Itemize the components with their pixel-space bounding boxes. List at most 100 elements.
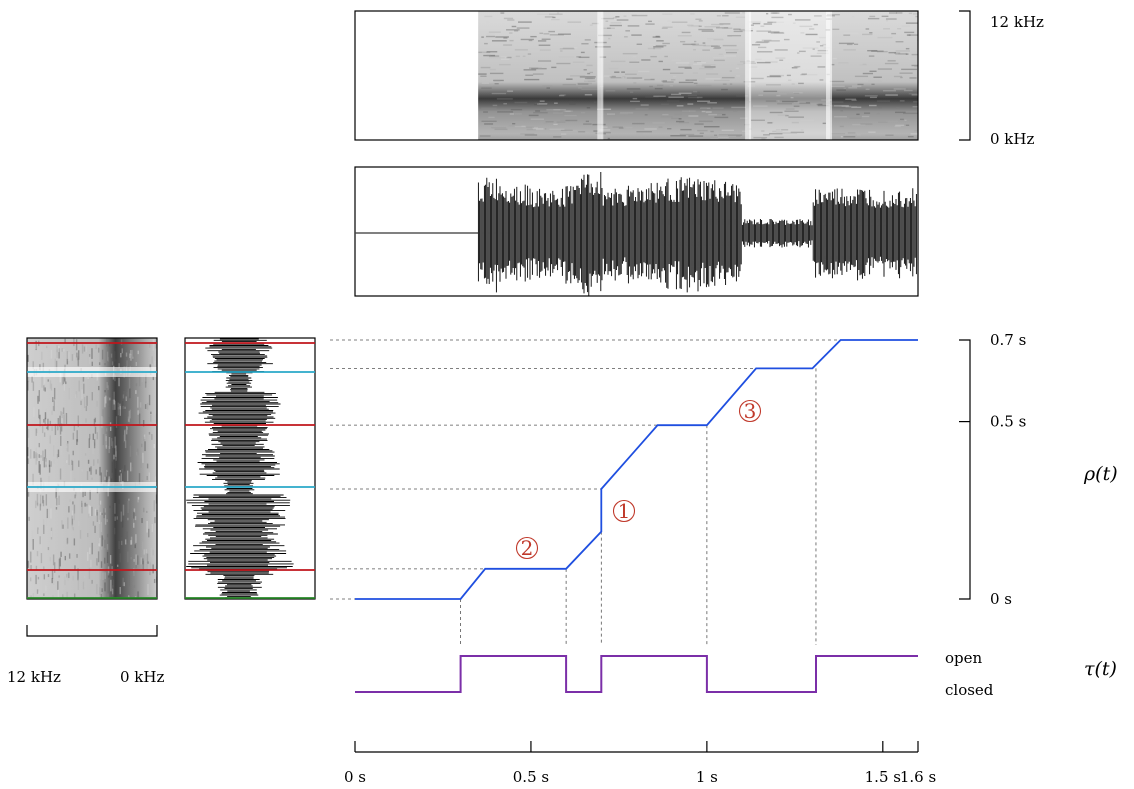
spectrogram-texture <box>583 123 592 125</box>
spectrogram-texture <box>507 88 522 91</box>
spectrogram-texture <box>126 470 129 482</box>
spectrogram-texture <box>111 461 114 473</box>
spectrogram-texture <box>134 544 136 549</box>
spectrogram-texture <box>737 63 744 66</box>
spectrogram-texture <box>539 100 545 102</box>
spectrogram-texture <box>891 32 897 35</box>
spectrogram-texture <box>633 82 637 84</box>
spectrogram-texture <box>86 471 89 480</box>
spectrogram-texture <box>63 414 65 427</box>
spectrogram-texture <box>47 546 50 551</box>
spectrogram-texture <box>688 110 696 112</box>
spectrogram-texture <box>911 53 918 56</box>
spectrogram-texture <box>731 36 744 38</box>
spectrogram-texture <box>35 343 37 350</box>
spectrogram-texture <box>784 110 799 112</box>
spectrogram-texture <box>50 349 53 359</box>
spectrogram-texture <box>799 25 813 28</box>
spectrogram-texture <box>62 372 65 384</box>
spectrogram-texture <box>142 452 144 463</box>
spectrogram-texture <box>104 572 106 579</box>
spectrogram-texture <box>661 27 668 29</box>
spectrogram-texture <box>546 87 550 89</box>
spectrogram-texture <box>42 450 44 461</box>
spectrogram-texture <box>587 72 591 75</box>
top-waveform <box>354 166 919 297</box>
spectrogram-texture <box>584 39 591 41</box>
spectrogram-texture <box>756 30 772 32</box>
spectrogram-texture <box>728 134 743 136</box>
spectrogram-texture <box>489 72 504 75</box>
spectrogram-texture <box>631 14 637 16</box>
spectrogram-texture <box>908 93 918 95</box>
spectrogram-texture <box>710 130 714 133</box>
spectrogram-texture <box>545 121 554 123</box>
spectrogram-texture <box>81 503 83 514</box>
spectrogram-texture <box>71 459 73 465</box>
spectrogram-texture <box>793 66 799 68</box>
spectrogram-texture <box>122 394 125 399</box>
spectrogram-gap <box>597 11 604 140</box>
spectrogram-texture <box>150 547 153 558</box>
spectrogram-texture <box>35 574 37 585</box>
spectrogram-texture <box>718 53 723 56</box>
spectrogram-texture <box>73 355 75 361</box>
spectrogram-texture <box>516 27 530 29</box>
spectrogram-texture <box>115 416 118 428</box>
spectrogram-texture <box>566 78 573 80</box>
spectrogram-texture <box>652 122 665 124</box>
spectrogram-texture <box>124 440 127 449</box>
spectrogram-texture <box>705 78 721 80</box>
spectrogram-texture <box>154 476 157 484</box>
spectrogram-texture <box>149 343 151 348</box>
spectrogram-texture <box>733 30 743 33</box>
spectrogram-texture <box>140 458 142 468</box>
spectrogram-texture <box>530 35 537 38</box>
spectrogram-texture <box>87 598 90 599</box>
spectrogram-texture <box>93 442 96 446</box>
spectrogram-texture <box>101 416 103 428</box>
spectrogram-texture <box>761 137 766 140</box>
spectrogram-texture <box>57 425 59 431</box>
spectrogram-texture <box>776 94 781 97</box>
spectrogram-texture <box>885 94 898 96</box>
spectrogram-texture <box>697 91 700 94</box>
spectrogram-texture <box>905 47 910 50</box>
spectrogram-texture <box>86 503 88 507</box>
spectrogram-texture <box>50 527 53 540</box>
spectrogram-texture <box>529 67 539 69</box>
spectrogram-texture <box>133 518 135 528</box>
spectrogram-texture <box>81 469 83 472</box>
spectrogram-texture <box>854 75 869 78</box>
spectrogram-texture <box>59 415 61 427</box>
spectrogram-texture <box>94 417 97 423</box>
spectrogram-texture <box>752 22 761 25</box>
spectrogram-texture <box>765 84 781 86</box>
spectrogram-texture <box>570 75 586 77</box>
rho-axis-line <box>959 339 971 600</box>
spectrogram-texture <box>146 521 148 533</box>
spectrogram-texture <box>534 103 549 106</box>
spectrogram-texture <box>636 43 643 45</box>
spectrogram-texture <box>60 445 62 456</box>
spectrogram-texture <box>621 76 625 79</box>
spectrogram-texture <box>44 457 47 462</box>
spectrogram-texture <box>71 516 74 526</box>
spectrogram-texture <box>751 44 761 46</box>
spectrogram-texture <box>142 420 145 427</box>
spectrogram-texture <box>51 578 53 584</box>
spectrogram-texture <box>46 426 48 429</box>
spectrogram-texture <box>662 42 670 45</box>
spectrogram-texture <box>77 355 80 367</box>
spectrogram-texture <box>769 132 783 135</box>
spectrogram-texture <box>27 429 30 438</box>
spectrogram-texture <box>667 20 671 22</box>
spectrogram-texture <box>98 362 101 366</box>
spectrogram-texture <box>761 39 772 42</box>
spectrogram-texture <box>131 466 133 472</box>
spectrogram-texture <box>58 575 60 578</box>
spectrogram-texture <box>83 383 85 394</box>
spectrogram-texture <box>75 394 77 399</box>
spectrogram-texture <box>790 131 805 134</box>
spectrogram-texture <box>120 352 122 358</box>
